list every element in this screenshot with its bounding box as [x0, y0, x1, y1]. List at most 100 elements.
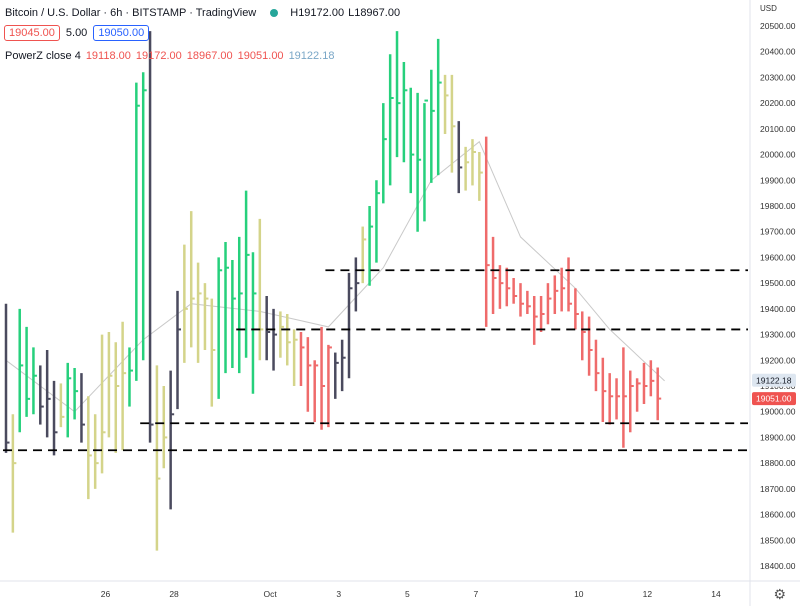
ohlc-bar	[649, 360, 655, 397]
y-tick-label: 19500.00	[760, 278, 796, 288]
ohlc-bar	[52, 380, 58, 456]
ohlc-bar	[18, 308, 24, 433]
indicator-value: 19172.00	[135, 50, 182, 62]
y-tick-label: 20100.00	[760, 124, 796, 134]
ma-price-label: 19122.18	[752, 373, 796, 387]
time-axis: 26 28 Oct 3 5 7 10 12 14	[101, 589, 721, 599]
ohlc-bar	[629, 370, 634, 433]
ohlc-bar	[340, 339, 346, 392]
ohlc-bar	[388, 54, 394, 186]
sell-button[interactable]: 19045.00	[4, 25, 60, 41]
ohlc-bar	[471, 139, 476, 186]
gear-icon[interactable]: ⚙	[773, 586, 786, 602]
ohlc-bar	[141, 72, 147, 361]
ohlc-bar	[560, 267, 566, 312]
ohlc-bar	[519, 283, 524, 317]
x-tick-label: 12	[643, 589, 653, 599]
ohlc-bar	[306, 337, 312, 412]
currency-label: USD	[760, 4, 777, 13]
ohlc-bar	[409, 87, 415, 194]
ohlc-bar	[272, 308, 278, 371]
ohlc-bar	[539, 296, 545, 332]
x-tick-label: 10	[574, 589, 584, 599]
ohlc-bar	[430, 69, 435, 183]
ohlc-bar	[299, 332, 305, 386]
ohlc-bar	[87, 396, 92, 500]
ohlc-bar	[505, 267, 511, 307]
ohlc-bar	[635, 378, 641, 412]
ohlc-bar	[286, 314, 291, 366]
indicator-value: 19051.00	[237, 50, 284, 62]
ohlc-bar	[450, 74, 456, 173]
ohlc-bar	[121, 321, 127, 451]
buy-button[interactable]: 19050.00	[93, 25, 150, 41]
y-tick-label: 19200.00	[760, 355, 796, 365]
ohlc-bar	[135, 82, 140, 381]
ohlc-bar	[457, 121, 463, 194]
ohlc-bar	[183, 244, 188, 363]
ohlc-bar	[443, 74, 449, 134]
ohlc-bar	[567, 257, 573, 312]
ohlc-bar	[334, 352, 339, 399]
y-tick-label: 18600.00	[760, 510, 796, 520]
ohlc-bar	[59, 383, 65, 428]
legend-high: H19172.00	[290, 7, 345, 19]
ohlc-bar	[608, 373, 614, 425]
ohlc-bar	[478, 152, 483, 201]
ohlc-bar	[601, 357, 607, 422]
ohlc-bar	[203, 283, 209, 350]
x-tick-label: Oct	[263, 589, 277, 599]
y-tick-label: 19300.00	[760, 330, 796, 340]
ohlc-bar	[45, 350, 51, 438]
ohlc-bar	[100, 334, 106, 474]
y-tick-label: 20000.00	[760, 150, 796, 160]
indicator-name[interactable]: PowerZ close 4	[5, 50, 81, 62]
ohlc-bar	[580, 311, 586, 361]
y-tick-label: 18500.00	[760, 535, 796, 545]
ohlc-bar	[114, 342, 120, 453]
ohlc-bar	[11, 414, 17, 533]
indicator-legend: PowerZ close 4 19118.00 19172.00 18967.0…	[5, 50, 334, 62]
ohlc-bar	[436, 38, 442, 176]
y-tick-label: 19600.00	[760, 252, 796, 262]
x-tick-label: 3	[336, 589, 341, 599]
ohlc-bar	[622, 347, 627, 448]
ohlc-bar	[155, 365, 161, 551]
y-tick-label: 20200.00	[760, 98, 796, 108]
ohlc-bar	[4, 303, 10, 453]
ohlc-bar	[244, 190, 250, 358]
x-tick-label: 14	[711, 589, 721, 599]
ohlc-bar	[416, 92, 422, 232]
x-tick-label: 28	[169, 589, 179, 599]
chart-legend: Bitcoin / U.S. Dollar · 6h · BITSTAMP · …	[5, 6, 400, 20]
y-tick-label: 20400.00	[760, 47, 796, 57]
x-tick-label: 7	[474, 589, 479, 599]
ohlc-bar	[464, 146, 470, 191]
ohlc-bar	[224, 242, 230, 374]
svg-text:19051.00: 19051.00	[756, 394, 792, 404]
ohlc-bar	[176, 290, 181, 410]
indicator-ma-value: 19122.18	[288, 50, 335, 62]
ohlc-bar	[66, 362, 72, 438]
y-tick-label: 20300.00	[760, 72, 796, 82]
ohlc-bar	[574, 288, 579, 330]
y-tick-label: 18700.00	[760, 484, 796, 494]
ohlc-bar	[320, 326, 326, 430]
plot-area	[3, 31, 748, 551]
ohlc-bar	[162, 386, 168, 469]
ohlc-bar	[292, 329, 298, 386]
y-tick-label: 18900.00	[760, 432, 796, 442]
ohlc-bar	[512, 278, 518, 304]
ohlc-bar	[354, 257, 360, 312]
y-tick-label: 19400.00	[760, 304, 796, 314]
ohlc-bar	[532, 296, 538, 345]
ohlc-bar	[484, 136, 490, 327]
x-tick-label: 26	[101, 589, 111, 599]
trade-buttons: 19045.00 5.00 19050.00	[4, 25, 150, 41]
spread-value: 5.00	[65, 27, 88, 39]
legend-low: L18967.00	[348, 7, 401, 19]
ohlc-bar	[231, 260, 236, 368]
ohlc-bar	[498, 265, 504, 309]
